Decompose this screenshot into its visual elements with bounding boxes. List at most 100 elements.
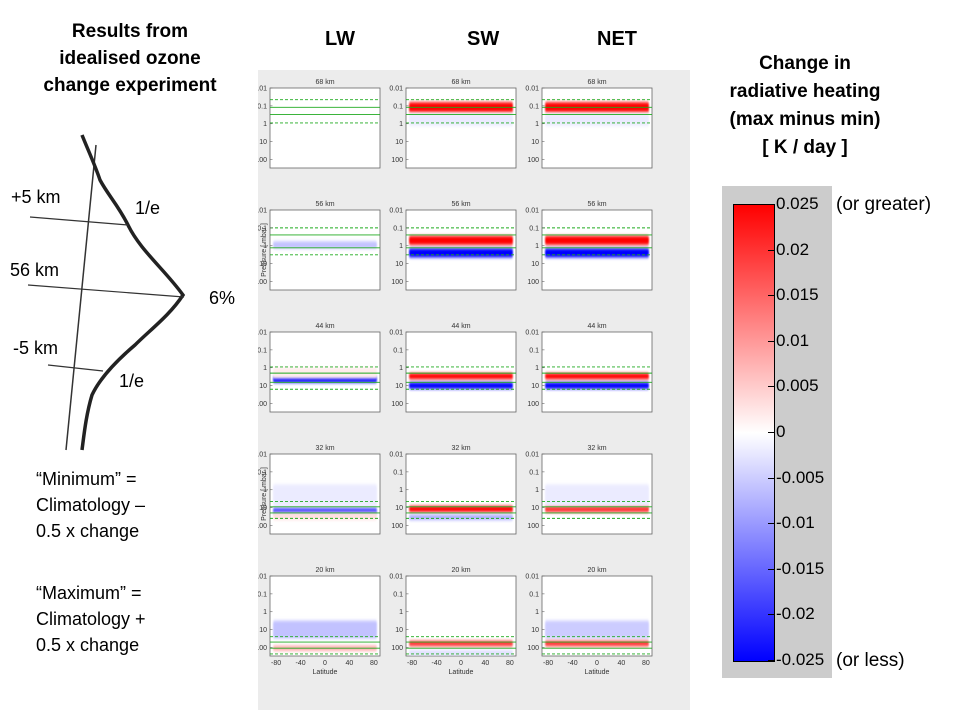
panel-title: 44 km xyxy=(587,323,606,330)
y-tick-label: 10 xyxy=(259,505,267,512)
heating-band xyxy=(409,235,513,245)
maximum-definition: “Maximum” = Climatology + 0.5 x change xyxy=(36,583,146,655)
panel-title: 68 km xyxy=(587,79,606,86)
y-tick-label: 0.01 xyxy=(389,574,403,581)
panel-title: 68 km xyxy=(451,79,470,86)
y-axis-label: Pressure [ mbar ] xyxy=(261,223,268,277)
y-tick-label: 1 xyxy=(399,243,403,250)
colorbar-tick-mark xyxy=(768,249,774,251)
heatmap-panel: 32 km 0.01 0.1 1 10 100 Pressure [ mbar ] xyxy=(258,445,381,535)
panel-field xyxy=(545,484,649,513)
panel-frame xyxy=(405,87,517,169)
ozone-profile-curve xyxy=(80,134,186,451)
x-tick-label: 0 xyxy=(595,660,599,667)
y-tick-label: 0.01 xyxy=(525,86,539,93)
y-tick-label: 100 xyxy=(258,279,267,286)
colorbar-tick-label: 0 xyxy=(776,422,786,441)
y-tick-label: 100 xyxy=(391,401,403,408)
y-tick-label: 10 xyxy=(259,261,267,268)
x-tick-label: 40 xyxy=(618,660,626,667)
x-tick-label: -80 xyxy=(407,660,417,667)
y-tick-label: 10 xyxy=(395,627,403,634)
panel-title: 56 km xyxy=(451,201,470,208)
y-tick-label: 0.01 xyxy=(525,452,539,459)
y-tick-label: 100 xyxy=(527,645,539,652)
heatmap-panel: 68 km 0.01 0.1 1 10 100 xyxy=(258,79,381,169)
x-tick-label: 0 xyxy=(459,660,463,667)
profile-axis-line xyxy=(65,144,97,451)
panel-frame xyxy=(541,87,653,169)
x-tick-label: 80 xyxy=(506,660,514,667)
heating-band xyxy=(545,484,649,506)
panel-field xyxy=(409,373,513,389)
y-tick-label: 1 xyxy=(535,609,539,616)
x-axis-label: Latitude xyxy=(449,669,474,676)
heating-band xyxy=(409,640,513,647)
colorbar-tick-label: -0.025 xyxy=(776,650,825,669)
panel-field xyxy=(545,373,649,389)
y-tick-label: 0.1 xyxy=(393,469,403,476)
x-tick-label: 40 xyxy=(346,660,354,667)
y-tick-label: 100 xyxy=(391,279,403,286)
heatmap-panel: 32 km 0.01 0.1 1 10 100 xyxy=(525,445,653,535)
y-tick-label: 1 xyxy=(535,121,539,128)
heating-band xyxy=(409,113,513,127)
y-tick-label: 1 xyxy=(263,365,267,372)
heatmap-panel: 20 km 0.01 0.1 1 10 100 -80 -40 0 40 80 Latitude xyxy=(525,567,653,676)
y-tick-label: 0.01 xyxy=(258,330,267,337)
heating-band xyxy=(273,241,377,249)
colorbar-title: Change in radiative heating (max minus m… xyxy=(729,53,881,158)
x-tick-label: -40 xyxy=(295,660,305,667)
colorbar-tick-label: -0.005 xyxy=(776,467,825,487)
heatmap-panel: 44 km 0.01 0.1 1 10 100 xyxy=(258,323,381,413)
panel-frame xyxy=(269,575,381,657)
heating-band xyxy=(409,382,513,389)
y-tick-label: 0.1 xyxy=(258,225,267,232)
colorbar-tick-label: 0.005 xyxy=(776,376,819,396)
y-tick-label: 10 xyxy=(395,139,403,146)
panel-title: 44 km xyxy=(451,323,470,330)
plus5-km-line xyxy=(29,216,129,226)
y-tick-label: 1 xyxy=(263,243,267,250)
colorbar-max-note: (or greater) xyxy=(836,194,932,215)
x-tick-label: 80 xyxy=(370,660,378,667)
y-tick-label: 0.1 xyxy=(529,591,539,598)
y-tick-label: 0.01 xyxy=(258,208,267,215)
y-tick-label: 0.1 xyxy=(529,225,539,232)
panel-frame xyxy=(269,209,381,291)
y-tick-label: 10 xyxy=(259,139,267,146)
heatmap-panel: 56 km 0.01 0.1 1 10 100 xyxy=(389,201,517,291)
x-axis-label: Latitude xyxy=(313,669,338,676)
panel-field xyxy=(273,620,377,651)
colorbar-tick-mark xyxy=(768,660,774,661)
heating-band xyxy=(409,373,513,380)
y-tick-label: 0.1 xyxy=(529,103,539,110)
heatmap-panel: 44 km 0.01 0.1 1 10 100 xyxy=(389,323,517,413)
colorbar-tick-mark xyxy=(768,477,774,479)
heating-band xyxy=(273,620,377,639)
y-tick-label: 1 xyxy=(263,609,267,616)
y-tick-label: 1 xyxy=(399,487,403,494)
heating-band xyxy=(409,505,513,513)
heating-band xyxy=(545,235,649,245)
y-tick-label: 100 xyxy=(527,523,539,530)
heatmap-panel: 20 km 0.01 0.1 1 10 100 -80 -40 0 40 80 Latitude xyxy=(389,567,517,676)
heatmap-panel: 32 km 0.01 0.1 1 10 100 xyxy=(389,445,517,535)
y-tick-label: 10 xyxy=(259,383,267,390)
x-tick-label: 40 xyxy=(482,660,490,667)
x-axis-label: Latitude xyxy=(585,669,610,676)
y-tick-label: 1 xyxy=(535,365,539,372)
panel-title: 32 km xyxy=(587,445,606,452)
panel-title: 56 km xyxy=(315,201,334,208)
y-tick-label: 0.01 xyxy=(389,452,403,459)
y-tick-label: 100 xyxy=(258,401,267,408)
colorbar-tick-mark xyxy=(768,204,774,205)
heating-band xyxy=(545,248,649,258)
y-tick-label: 0.1 xyxy=(529,347,539,354)
y-tick-label: 10 xyxy=(531,139,539,146)
heating-band xyxy=(545,620,649,639)
panel-title: 68 km xyxy=(315,79,334,86)
y-tick-label: 100 xyxy=(527,401,539,408)
column-header-lw: LW xyxy=(325,28,355,50)
heatmap-panel: 56 km 0.01 0.1 1 10 100 Pressure [ mbar ] xyxy=(258,201,381,291)
